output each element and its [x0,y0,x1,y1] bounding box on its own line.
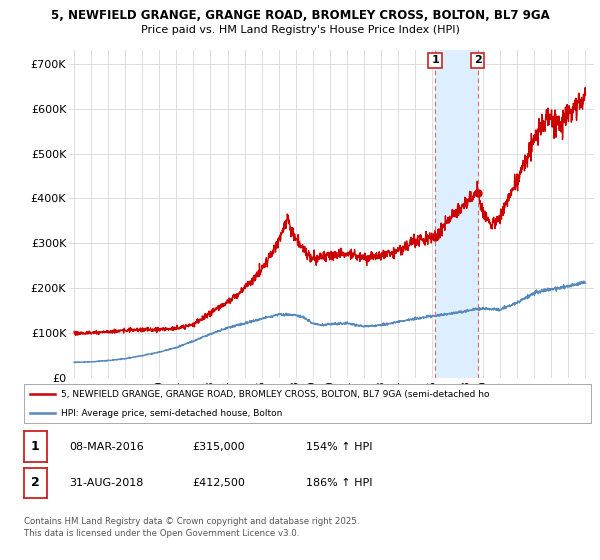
Text: 2: 2 [474,55,481,66]
Text: 2: 2 [31,477,40,489]
Text: 5, NEWFIELD GRANGE, GRANGE ROAD, BROMLEY CROSS, BOLTON, BL7 9GA (semi-detached h: 5, NEWFIELD GRANGE, GRANGE ROAD, BROMLEY… [61,390,490,399]
Text: 186% ↑ HPI: 186% ↑ HPI [306,478,373,488]
Text: Contains HM Land Registry data © Crown copyright and database right 2025.: Contains HM Land Registry data © Crown c… [24,517,359,526]
Text: 1: 1 [31,440,40,453]
Text: HPI: Average price, semi-detached house, Bolton: HPI: Average price, semi-detached house,… [61,408,282,418]
Text: 08-MAR-2016: 08-MAR-2016 [69,442,144,451]
Text: 1: 1 [431,55,439,66]
Bar [435,50,478,378]
Text: £315,000: £315,000 [192,442,245,451]
Text: 5, NEWFIELD GRANGE, GRANGE ROAD, BROMLEY CROSS, BOLTON, BL7 9GA: 5, NEWFIELD GRANGE, GRANGE ROAD, BROMLEY… [50,9,550,22]
Text: This data is licensed under the Open Government Licence v3.0.: This data is licensed under the Open Gov… [24,529,299,538]
Text: 154% ↑ HPI: 154% ↑ HPI [306,442,373,451]
Text: Price paid vs. HM Land Registry's House Price Index (HPI): Price paid vs. HM Land Registry's House … [140,25,460,35]
Text: £412,500: £412,500 [192,478,245,488]
Text: 31-AUG-2018: 31-AUG-2018 [69,478,143,488]
